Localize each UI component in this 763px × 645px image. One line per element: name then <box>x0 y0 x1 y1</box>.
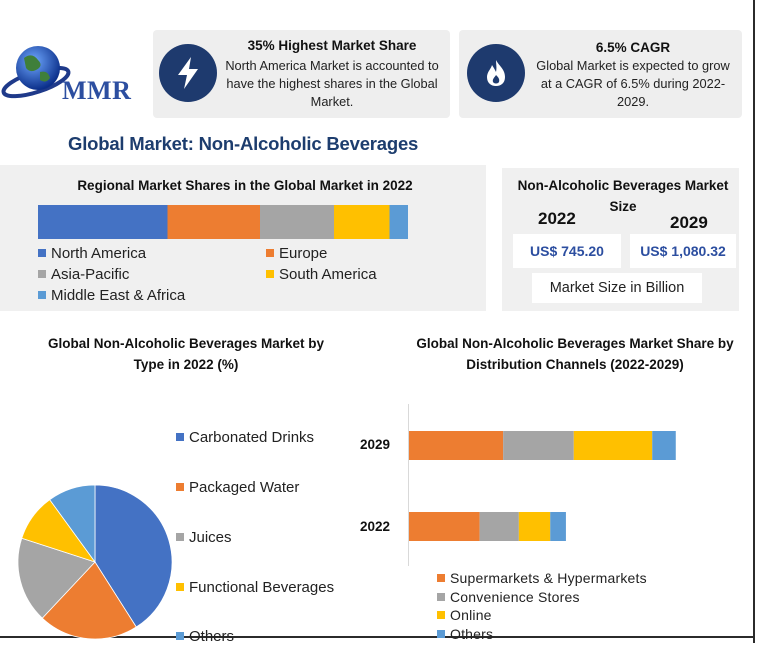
dist-bar-2029-online <box>573 431 653 460</box>
legend-swatch <box>266 249 274 257</box>
regional-chart-title: Regional Market Shares in the Global Mar… <box>77 178 413 193</box>
legend-swatch <box>176 533 184 541</box>
pie-slice-others <box>49 484 96 564</box>
logo-text: MMR <box>62 76 132 105</box>
pie-legend-carbonated: Carbonated Drinks <box>176 429 314 446</box>
regional-panel: Regional Market Shares in the Global Mar… <box>0 165 486 311</box>
globe-icon <box>1 46 71 99</box>
dist-label-2029: 2029 <box>360 437 391 452</box>
legend-label: Supermarkets & Hypermarkets <box>450 570 647 586</box>
dist-bar-2022-convenience-stores <box>479 512 519 541</box>
legend-south-america: South America <box>266 266 377 283</box>
dist-bar-2022-others <box>550 512 566 541</box>
card-text: North America Market is accounted to hav… <box>225 58 439 109</box>
legend-label: Middle East & Africa <box>51 287 186 304</box>
distribution-stacked-bars <box>409 431 676 541</box>
regional-stacked-bar <box>38 205 408 239</box>
regional-bar-segment-asia-pacific <box>260 205 334 239</box>
legend-swatch <box>266 270 274 278</box>
legend-label: North America <box>51 245 147 262</box>
legend-label: South America <box>279 266 377 283</box>
card-title: 35% Highest Market Share <box>247 38 417 53</box>
legend-label: Packaged Water <box>189 479 300 496</box>
pie-chart-title: Global Non-Alcoholic Beverages Market by… <box>47 336 325 372</box>
market-size-title: Non-Alcoholic Beverages Market Size <box>517 178 729 214</box>
highest-share-card: 35% Highest Market Share North America M… <box>153 30 450 118</box>
mmr-logo: MMR <box>0 42 150 112</box>
frame-right-border <box>753 0 755 643</box>
legend-swatch <box>437 611 445 619</box>
legend-north-america: North America <box>38 245 146 262</box>
market-size-panel: Non-Alcoholic Beverages Market Size 2022… <box>502 168 739 311</box>
legend-label: Online <box>450 607 492 623</box>
pie-legend-packaged-water: Packaged Water <box>176 479 299 496</box>
legend-label: Carbonated Drinks <box>189 429 315 446</box>
cagr-card: 6.5% CAGR Global Market is expected to g… <box>459 30 742 118</box>
regional-bar-segment-north-america <box>38 205 168 239</box>
year-2029: 2029 <box>670 213 708 232</box>
frame-bottom-border <box>0 636 755 638</box>
card-text: Global Market is expected to grow at a C… <box>536 58 730 109</box>
legend-swatch <box>38 291 46 299</box>
legend-swatch <box>38 249 46 257</box>
dist-bar-2029-supermarkets-hypermarkets <box>409 431 504 460</box>
dist-legend-others: Others <box>437 626 493 642</box>
legend-swatch <box>437 593 445 601</box>
legend-swatch <box>437 574 445 582</box>
legend-middle-east-africa: Middle East & Africa <box>38 287 185 304</box>
legend-asia-pacific: Asia-Pacific <box>38 266 129 283</box>
card-title: 6.5% CAGR <box>595 40 671 55</box>
legend-label: Convenience Stores <box>450 589 580 605</box>
value-2029: US$ 1,080.32 <box>630 234 736 268</box>
type-pie-chart <box>17 484 173 640</box>
dist-legend-supermarkets: Supermarkets & Hypermarkets <box>437 570 647 586</box>
pie-slice-juices <box>17 537 96 619</box>
legend-swatch <box>437 630 445 638</box>
pie-legend-functional: Functional Beverages <box>176 579 334 596</box>
legend-swatch <box>176 433 184 441</box>
pie-slice-packaged-water <box>41 561 137 640</box>
legend-label: Asia-Pacific <box>51 266 130 283</box>
distribution-axis <box>408 404 409 566</box>
legend-swatch <box>176 483 184 491</box>
legend-swatch <box>38 270 46 278</box>
pie-slice-carbonated-drinks <box>94 484 173 628</box>
regional-bar-segment-middle-east-africa <box>389 205 408 239</box>
value-2022: US$ 745.20 <box>513 234 621 268</box>
legend-label: Others <box>450 626 494 642</box>
market-size-caption: Market Size in Billion <box>532 273 702 303</box>
distribution-chart-title: Global Non-Alcoholic Beverages Market Sh… <box>416 336 734 372</box>
dist-label-2022: 2022 <box>360 519 391 534</box>
year-2022: 2022 <box>538 209 576 228</box>
dist-bar-2029-convenience-stores <box>503 431 574 460</box>
legend-label: Functional Beverages <box>189 579 335 596</box>
pie-legend-juices: Juices <box>176 529 232 546</box>
regional-bar-segment-europe <box>167 205 260 239</box>
page-title: Global Market: Non-Alcoholic Beverages <box>68 133 419 154</box>
regional-bar-segment-south-america <box>334 205 390 239</box>
legend-swatch <box>176 583 184 591</box>
legend-label: Juices <box>189 529 232 546</box>
legend-label: Others <box>189 628 235 645</box>
flame-icon <box>467 44 525 102</box>
pie-legend-others: Others <box>176 628 234 645</box>
legend-swatch <box>176 632 184 640</box>
dist-legend-online: Online <box>437 607 492 623</box>
lightning-icon <box>159 44 217 102</box>
dist-bar-2029-others <box>652 431 676 460</box>
dist-bar-2022-supermarkets-hypermarkets <box>409 512 480 541</box>
dist-bar-2022-online <box>518 512 551 541</box>
dist-legend-convenience: Convenience Stores <box>437 589 580 605</box>
legend-europe: Europe <box>266 245 327 262</box>
legend-label: Europe <box>279 245 328 262</box>
